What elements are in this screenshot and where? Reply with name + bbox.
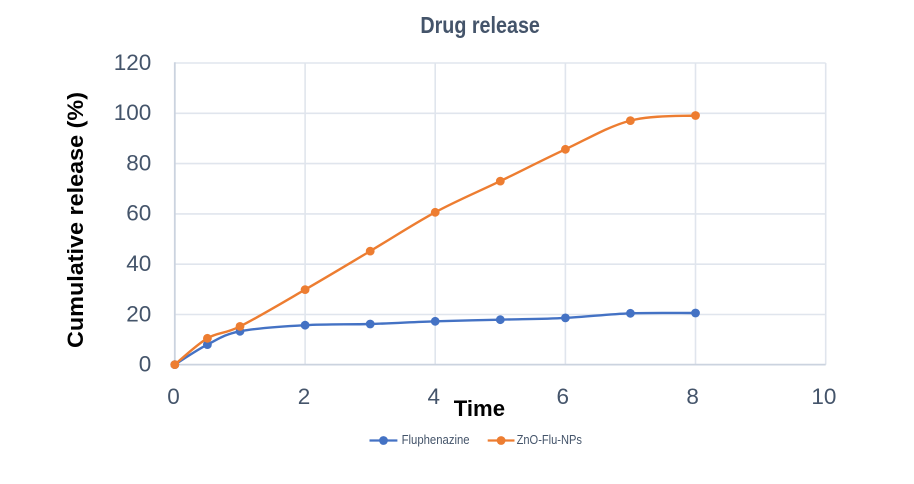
svg-text:Fluphenazine: Fluphenazine xyxy=(402,433,470,447)
svg-text:100: 100 xyxy=(114,100,152,125)
svg-text:Time: Time xyxy=(454,396,505,421)
svg-text:10: 10 xyxy=(811,384,836,409)
svg-text:8: 8 xyxy=(686,384,699,409)
svg-text:0: 0 xyxy=(167,384,180,409)
svg-text:Drug release: Drug release xyxy=(420,12,540,38)
svg-text:80: 80 xyxy=(126,150,151,175)
svg-text:40: 40 xyxy=(126,251,151,276)
svg-text:6: 6 xyxy=(557,384,570,409)
svg-text:Cumulative release (%): Cumulative release (%) xyxy=(63,92,88,348)
svg-text:ZnO-Flu-NPs: ZnO-Flu-NPs xyxy=(517,433,582,447)
svg-text:20: 20 xyxy=(126,301,151,326)
svg-text:120: 120 xyxy=(114,50,152,75)
svg-text:4: 4 xyxy=(428,384,441,409)
svg-text:60: 60 xyxy=(126,201,151,226)
svg-text:2: 2 xyxy=(298,384,311,409)
svg-text:0: 0 xyxy=(139,351,152,376)
